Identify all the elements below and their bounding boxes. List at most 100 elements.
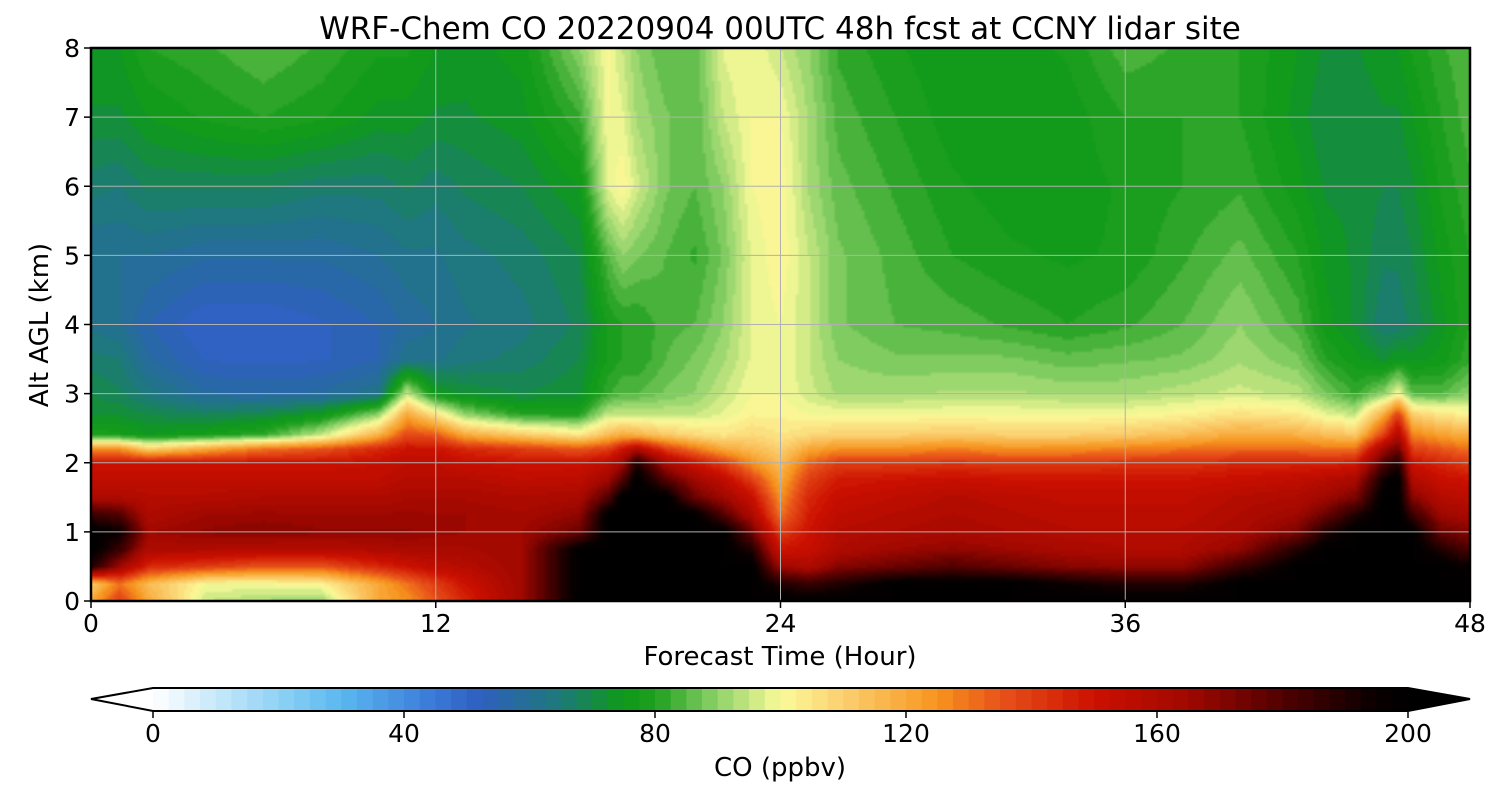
y-tick-label: 5 bbox=[64, 241, 80, 270]
colorbar-segment bbox=[764, 688, 782, 711]
colorbar-tick-label: 120 bbox=[882, 719, 930, 748]
colorbar-segment bbox=[1109, 688, 1127, 711]
colorbar-segment bbox=[215, 688, 233, 711]
colorbar-segment bbox=[153, 688, 170, 711]
colorbar-segment bbox=[1298, 688, 1315, 711]
x-tick-label: 12 bbox=[420, 609, 452, 638]
colorbar-segment bbox=[451, 688, 468, 711]
colorbar-tick-label: 200 bbox=[1384, 719, 1432, 748]
colorbar-segment bbox=[1125, 688, 1142, 711]
colorbar-segment bbox=[1266, 688, 1284, 711]
colorbar-segment bbox=[278, 688, 295, 711]
colorbar-segment bbox=[1329, 688, 1346, 711]
colorbar-segment bbox=[325, 688, 342, 711]
colorbar-segment bbox=[1094, 688, 1111, 711]
colorbar-segment bbox=[592, 688, 609, 711]
colorbar-segment bbox=[843, 688, 860, 711]
colorbar-segment bbox=[1141, 688, 1158, 711]
colorbar-segment bbox=[1078, 688, 1095, 711]
y-tick-label: 0 bbox=[64, 587, 80, 616]
colorbar-segment bbox=[749, 688, 766, 711]
colorbar-segment bbox=[639, 688, 656, 711]
y-tick-label: 1 bbox=[64, 518, 80, 547]
colorbar-segment bbox=[702, 688, 719, 711]
colorbar-segment bbox=[984, 688, 1001, 711]
colorbar-segment bbox=[1235, 688, 1252, 711]
colorbar-label: CO (ppbv) bbox=[714, 753, 846, 783]
colorbar-segment bbox=[607, 688, 625, 711]
colorbar-segment bbox=[388, 688, 405, 711]
colorbar-segment bbox=[372, 688, 389, 711]
x-tick-label: 24 bbox=[765, 609, 797, 638]
colorbar-segment bbox=[717, 688, 735, 711]
colorbar-segment bbox=[733, 688, 750, 711]
colorbar-segment bbox=[686, 688, 703, 711]
colorbar-segment bbox=[231, 688, 248, 711]
colorbar-segment bbox=[1047, 688, 1064, 711]
x-axis: 0 12 24 36 48 bbox=[83, 601, 1486, 638]
colorbar-segment bbox=[404, 688, 421, 711]
colorbar-segment bbox=[921, 688, 938, 711]
colorbar-segment bbox=[827, 688, 844, 711]
colorbar-segment bbox=[796, 688, 813, 711]
colorbar-segment bbox=[466, 688, 484, 711]
colorbar-segment bbox=[513, 688, 531, 711]
colorbar-segment bbox=[168, 688, 185, 711]
colorbar-segment bbox=[184, 688, 201, 711]
colorbar-extend-high bbox=[1408, 688, 1470, 711]
colorbar-segment bbox=[1313, 688, 1331, 711]
colorbar-segment bbox=[341, 688, 358, 711]
colorbar-segment bbox=[968, 688, 986, 711]
colorbar-segment bbox=[1015, 688, 1033, 711]
colorbar-segment bbox=[1360, 688, 1378, 711]
colorbar-segment bbox=[1251, 688, 1268, 711]
x-axis-label: Forecast Time (Hour) bbox=[643, 642, 916, 672]
colorbar-ticks: 0 40 80 120 160 200 bbox=[145, 711, 1432, 748]
colorbar-tick-label: 80 bbox=[639, 719, 671, 748]
colorbar-segment bbox=[294, 688, 311, 711]
colorbar-segment bbox=[953, 688, 970, 711]
colorbar-segment bbox=[419, 688, 436, 711]
colorbar-segment bbox=[623, 688, 640, 711]
colorbar-segment bbox=[247, 688, 264, 711]
colorbar-segment bbox=[1282, 688, 1299, 711]
colorbar: 0 40 80 120 160 200 CO (ppbv) bbox=[90, 687, 1471, 783]
colorbar-segment bbox=[435, 688, 452, 711]
colorbar-segment bbox=[1204, 688, 1221, 711]
colorbar-segment bbox=[545, 688, 562, 711]
colorbar-tick-label: 160 bbox=[1133, 719, 1181, 748]
colorbar-segment bbox=[780, 688, 797, 711]
colorbar-segment bbox=[874, 688, 891, 711]
y-tick-label: 3 bbox=[64, 380, 80, 409]
colorbar-segment bbox=[576, 688, 593, 711]
colorbar-segment bbox=[309, 688, 327, 711]
colorbar-segment bbox=[1172, 688, 1189, 711]
colorbar-segment bbox=[1376, 688, 1393, 711]
colorbar-segment bbox=[1219, 688, 1237, 711]
colorbar-segment bbox=[560, 688, 578, 711]
colorbar-extend-low bbox=[91, 688, 153, 711]
colorbar-segment bbox=[200, 688, 217, 711]
colorbar-segment bbox=[890, 688, 907, 711]
colorbar-segment bbox=[811, 688, 829, 711]
colorbar-segment bbox=[482, 688, 499, 711]
colorbar-segment bbox=[1392, 688, 1409, 711]
colorbar-segment bbox=[937, 688, 954, 711]
colorbar-segment bbox=[498, 688, 515, 711]
colorbar-segment bbox=[1062, 688, 1080, 711]
y-axis: 0 1 2 3 4 5 6 7 8 bbox=[64, 34, 91, 616]
colorbar-tick-label: 0 bbox=[145, 719, 161, 748]
colorbar-segment bbox=[262, 688, 280, 711]
colorbar-segment bbox=[1000, 688, 1017, 711]
y-tick-label: 2 bbox=[64, 449, 80, 478]
y-tick-label: 7 bbox=[64, 103, 80, 132]
colorbar-segment bbox=[356, 688, 374, 711]
x-tick-label: 0 bbox=[83, 609, 99, 638]
colorbar-segment bbox=[670, 688, 687, 711]
colorbar-segment bbox=[858, 688, 876, 711]
y-tick-label: 4 bbox=[64, 311, 80, 340]
colorbar-tick-label: 40 bbox=[388, 719, 420, 748]
colorbar-segment bbox=[906, 688, 923, 711]
colorbar-segment bbox=[1031, 688, 1048, 711]
